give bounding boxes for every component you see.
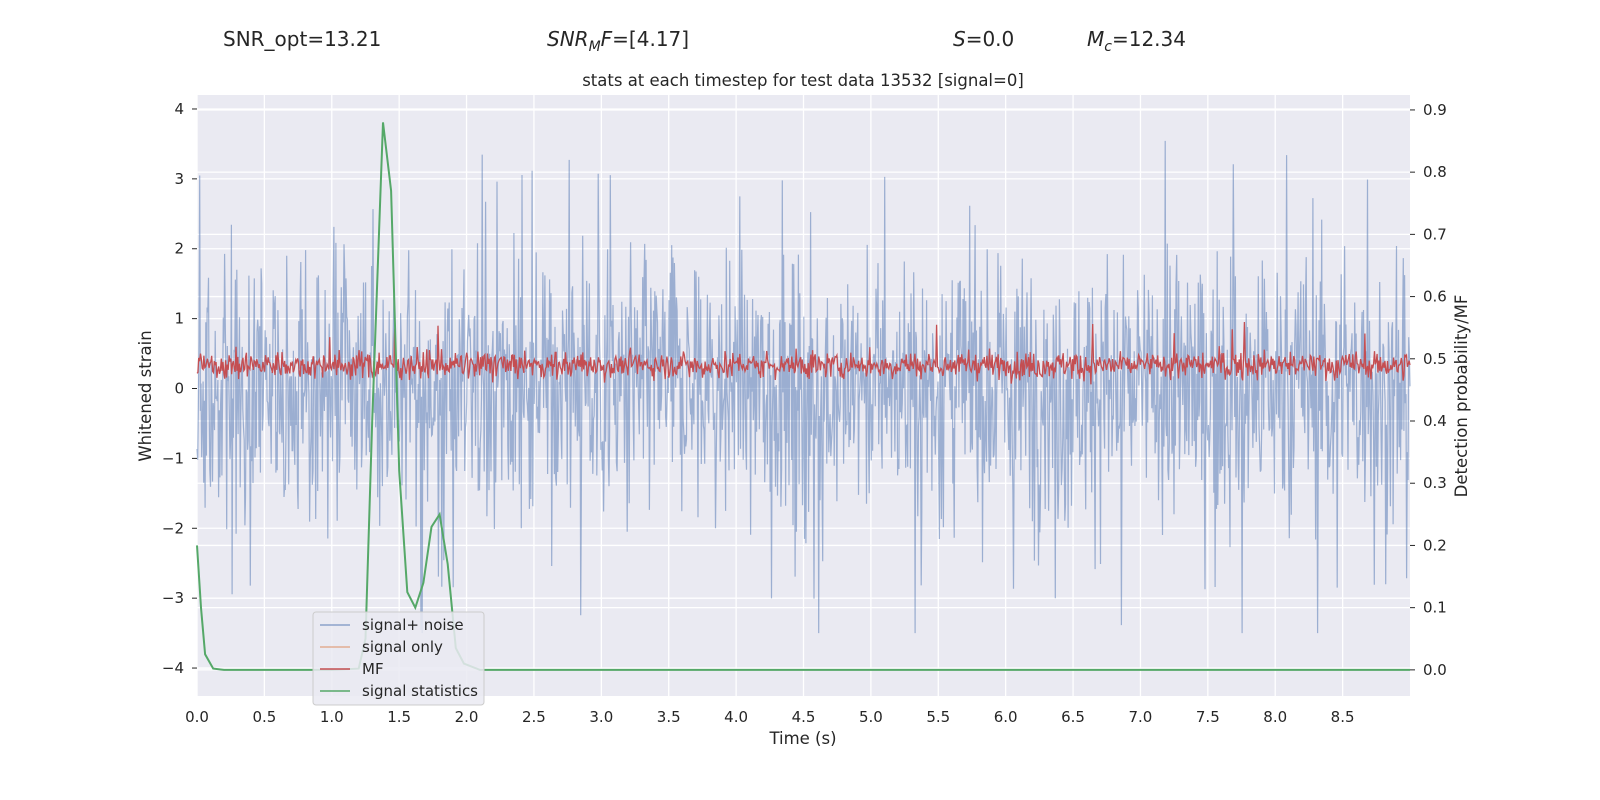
snr-opt-text: SNR_opt=13.21 bbox=[223, 27, 382, 51]
y2-tick-2: 0.7 bbox=[1423, 225, 1447, 243]
y-tick-0: 4 bbox=[174, 100, 184, 118]
x-tick-17: 8.5 bbox=[1331, 708, 1355, 726]
mc-value: =12.34 bbox=[1111, 27, 1186, 51]
chart-title: stats at each timestep for test data 135… bbox=[582, 71, 1024, 90]
legend-box bbox=[312, 611, 485, 706]
mc-symbol: M bbox=[1087, 27, 1105, 51]
x-tick-11: 5.5 bbox=[926, 708, 950, 726]
x-tick-10: 5.0 bbox=[859, 708, 883, 726]
x-tick-12: 6.0 bbox=[994, 708, 1018, 726]
x-tick-4: 2.0 bbox=[455, 708, 479, 726]
y2-tick-9: 0.0 bbox=[1423, 661, 1447, 679]
y2-tick-8: 0.1 bbox=[1423, 599, 1447, 617]
y-tick-2: 2 bbox=[174, 240, 184, 258]
legend-label-noise: signal+ noise bbox=[362, 616, 464, 634]
y-tick-3: 1 bbox=[174, 310, 184, 328]
y-tick-4: 0 bbox=[174, 380, 184, 398]
snr-mf-sub: M bbox=[588, 39, 601, 55]
x-tick-7: 3.5 bbox=[657, 708, 681, 726]
s-value: =0.0 bbox=[965, 27, 1015, 51]
mc-sub: c bbox=[1104, 39, 1112, 55]
y-tick-8: −4 bbox=[162, 659, 184, 677]
y-tick-6: −2 bbox=[162, 519, 184, 537]
x-tick-16: 8.0 bbox=[1263, 708, 1287, 726]
y2-tick-1: 0.8 bbox=[1423, 163, 1447, 181]
x-tick-3: 1.5 bbox=[387, 708, 411, 726]
y2-tick-4: 0.5 bbox=[1423, 350, 1447, 368]
legend: signal+ noise signal only MF signal stat… bbox=[312, 611, 485, 706]
y-tick-7: −3 bbox=[162, 589, 184, 607]
y-tick-5: −1 bbox=[162, 449, 184, 467]
mf-line bbox=[196, 321, 1411, 385]
x-tick-6: 3.0 bbox=[589, 708, 613, 726]
snr-opt-label: SNR_opt=13.21 bbox=[223, 27, 381, 51]
x-tick-9: 4.5 bbox=[792, 708, 816, 726]
x-axis-label: Time (s) bbox=[768, 729, 836, 748]
x-tick-5: 2.5 bbox=[522, 708, 546, 726]
x-tick-15: 7.5 bbox=[1196, 708, 1220, 726]
s-symbol: S bbox=[953, 27, 966, 51]
y2-tick-5: 0.4 bbox=[1423, 412, 1447, 430]
y2-tick-6: 0.3 bbox=[1423, 474, 1447, 492]
y-axis-ticks: 4 3 2 1 0 −1 −2 −3 −4 bbox=[162, 100, 197, 677]
y2-tick-3: 0.6 bbox=[1423, 288, 1447, 306]
x-axis-ticks: 0.0 0.5 1.0 1.5 2.0 2.5 3.0 3.5 4.0 4.5 5.0 5.5 6.0 6… bbox=[185, 708, 1354, 726]
snr-mf-value: =[4.17] bbox=[612, 27, 690, 51]
y-axis-label: Whitened strain bbox=[136, 330, 155, 461]
x-tick-2: 1.0 bbox=[320, 708, 344, 726]
mc-label: Mc=12.34 bbox=[1087, 27, 1186, 55]
x-tick-13: 6.5 bbox=[1061, 708, 1085, 726]
y-tick-1: 3 bbox=[174, 170, 184, 188]
legend-label-signal: signal only bbox=[362, 638, 443, 656]
snr-mf-base: SNR bbox=[547, 27, 589, 51]
x-tick-1: 0.5 bbox=[252, 708, 276, 726]
mf-series bbox=[196, 321, 1411, 385]
snr-mf-label: SNRMF=[4.17] bbox=[547, 27, 689, 55]
legend-label-mf: MF bbox=[362, 660, 384, 678]
snr-mf-rest: F bbox=[600, 27, 613, 51]
x-tick-8: 4.0 bbox=[724, 708, 748, 726]
x-tick-0: 0.0 bbox=[185, 708, 209, 726]
y2-axis-label: Detection probability/MF bbox=[1452, 295, 1471, 498]
s-label: S=0.0 bbox=[953, 27, 1014, 51]
y2-axis-ticks: 0.9 0.8 0.7 0.6 0.5 0.4 0.3 0.2 0.1 0.0 bbox=[1410, 101, 1447, 679]
y2-tick-0: 0.9 bbox=[1423, 101, 1447, 119]
legend-label-stat: signal statistics bbox=[362, 682, 478, 700]
x-tick-14: 7.0 bbox=[1129, 708, 1153, 726]
y2-tick-7: 0.2 bbox=[1423, 536, 1447, 554]
